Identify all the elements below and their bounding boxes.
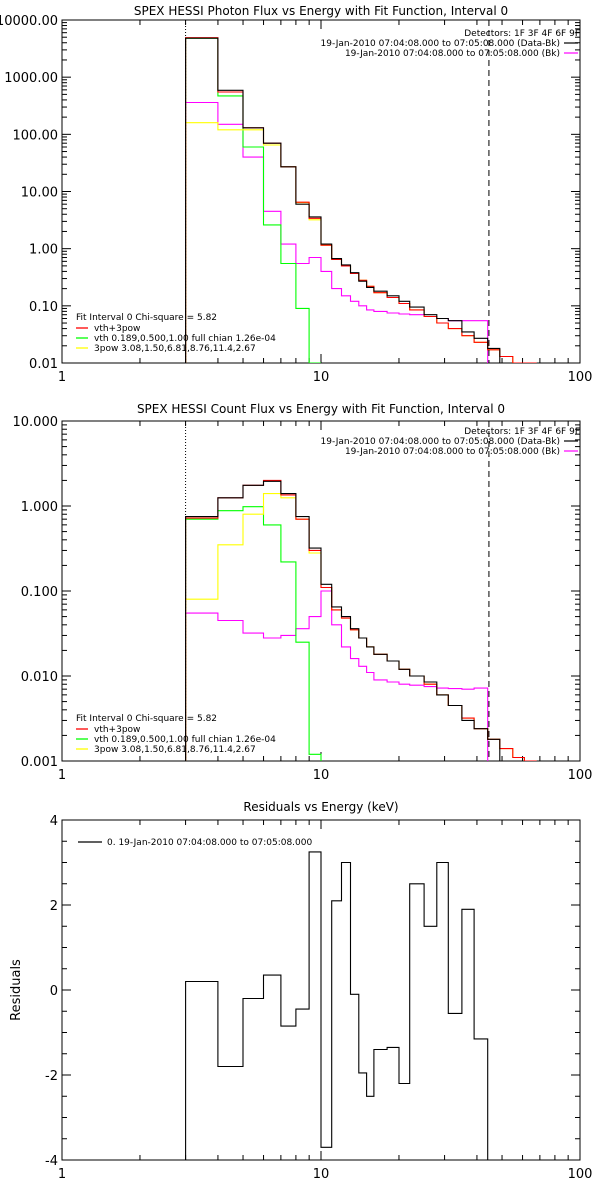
photon-y-tick-label: 0.01 [29,357,58,372]
count-legend-label-1: vth+3pow [94,725,140,735]
count-y-tick-label: 10.000 [13,415,59,430]
count-y-axis: 0.001 0.010 0.100 1.000 10.000 [13,415,580,770]
photon-x-tick-label: 1 [58,370,66,385]
residuals-y-axis-label: Residuals [9,959,24,1021]
count-y-tick-label: 0.100 [21,585,58,600]
photon-flux-panel: SPEX HESSI Photon Flux vs Energy with Fi… [0,4,592,385]
photon-plot-area: 1 10 100 0.01 0.10 1.00 10.00 100.00 1000.00 1000… [0,14,592,385]
count-fit-header: Fit Interval 0 Chi-square = 5.82 [76,714,217,724]
count-y-tick-label: 0.001 [21,755,58,770]
photon-panel-title: SPEX HESSI Photon Flux vs Energy with Fi… [134,4,508,18]
photon-y-tick-label: 10000.00 [0,14,58,29]
residuals-panel-title: Residuals vs Energy (keV) [243,800,398,814]
photon-legend-label-1: vth+3pow [94,324,140,334]
count-x-tick-label: 1 [58,768,66,783]
photon-y-axis: 0.01 0.10 1.00 10.00 100.00 1000.00 10000.00 [0,14,580,372]
photon-series-group [185,37,537,363]
count-legend-label-2: vth 0.189,0.500,1.00 full chian 1.26e-04 [94,735,276,745]
photon-info-line-1: Detectors: 1F 3F 4F 6F 9F [464,29,580,39]
residuals-x-tick-label: 100 [568,1167,593,1182]
residuals-y-tick-label: -2 [45,1069,58,1084]
photon-series-3pow [185,122,537,363]
count-series-group [185,479,537,761]
residuals-y-tick-label: 4 [50,814,58,829]
count-info-line-2: 19-Jan-2010 07:04:08.000 to 07:05:08.000… [321,437,560,447]
photon-info-line-3: 19-Jan-2010 07:04:08.000 to 07:05:08.000… [345,49,560,59]
residuals-y-axis: -4 -2 0 2 4 [45,814,580,1169]
residuals-y-tick-label: 0 [50,984,58,999]
count-series-bk [185,590,489,761]
photon-x-tick-label: 100 [568,370,593,385]
count-x-tick-label: 10 [313,768,330,783]
residuals-y-tick-label: -4 [45,1154,58,1169]
photon-y-tick-label: 1.00 [29,243,58,258]
photon-y-tick-label: 10.00 [21,186,58,201]
photon-plot-frame [61,19,581,364]
count-x-axis: 1 10 100 [58,421,593,783]
count-legend-label-3: 3pow 3.08,1.50,6.81,8.76,11.4,2.67 [94,745,256,755]
photon-info-line-2: 19-Jan-2010 07:04:08.000 to 07:05:08.000… [321,39,560,49]
photon-x-tick-label: 10 [313,370,330,385]
count-plot-area: 1 10 100 0.001 0.010 0.100 1.000 10.000 [13,415,593,783]
photon-y-tick-label: 100.00 [13,128,59,143]
count-series-3pow [185,493,537,761]
photon-legend-label-3: 3pow 3.08,1.50,6.81,8.76,11.4,2.67 [94,344,256,354]
photon-legend-label-2: vth 0.189,0.500,1.00 full chian 1.26e-04 [94,334,276,344]
photon-y-tick-label: 1000.00 [4,71,58,86]
count-info-line-1: Detectors: 1F 3F 4F 6F 9F [464,427,580,437]
residuals-x-tick-label: 1 [58,1167,66,1182]
photon-series-vth-3pow [185,37,537,363]
count-y-tick-label: 0.010 [21,670,58,685]
residuals-y-tick-label: 2 [50,899,58,914]
count-flux-panel: SPEX HESSI Count Flux vs Energy with Fit… [13,402,593,783]
photon-series-bk [185,101,489,363]
photon-y-tick-label: 0.10 [29,300,58,315]
count-x-tick-label: 100 [568,768,593,783]
count-info-line-3: 19-Jan-2010 07:04:08.000 to 07:05:08.000… [345,447,560,457]
residuals-series-0-19-jan-2010-07-04-08-000-to-07-05-08-000 [185,851,489,1160]
residuals-legend-label: 0. 19-Jan-2010 07:04:08.000 to 07:05:08.… [107,838,312,848]
residuals-plot-area: 1 10 100 -4 -2 0 2 4 [45,814,592,1182]
count-y-tick-label: 1.000 [21,500,58,515]
count-series-data-bk [185,480,501,761]
count-panel-title: SPEX HESSI Count Flux vs Energy with Fit… [137,402,505,416]
photon-fit-header: Fit Interval 0 Chi-square = 5.82 [76,313,217,323]
photon-series-data-bk [185,37,501,363]
residuals-series-group [185,851,489,1160]
residuals-x-tick-label: 10 [313,1167,330,1182]
residuals-x-axis: 1 10 100 [58,820,593,1182]
residuals-panel: Residuals vs Energy (keV) 1 10 100-4-2024 … [9,800,592,1182]
